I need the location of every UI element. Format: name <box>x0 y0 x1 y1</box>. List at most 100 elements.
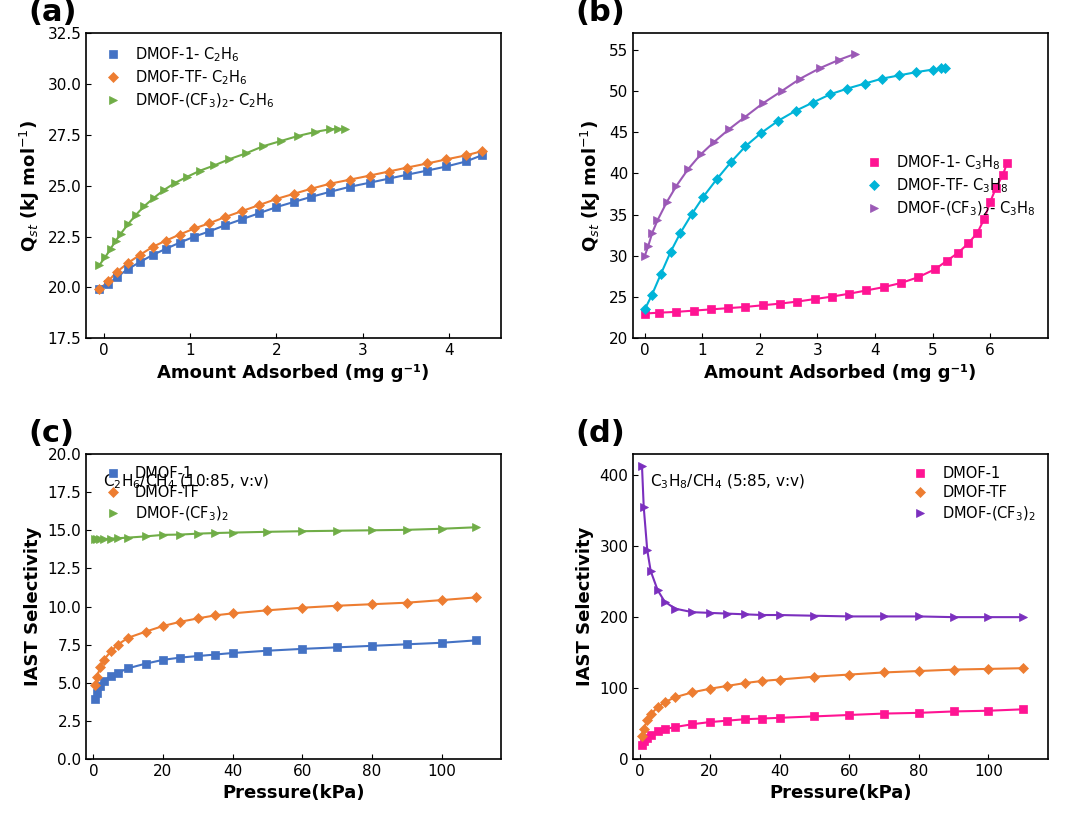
DMOF-(CF$_3$)$_2$- C$_3$H$_8$ <box>670 181 683 191</box>
DMOF-1 <box>470 636 483 646</box>
DMOF-(CF$_3$)$_2$ <box>208 528 221 538</box>
DMOF-TF- C$_2$H$_6$ <box>401 163 414 173</box>
DMOF-TF <box>635 731 648 741</box>
DMOF-(CF$_3$)$_2$- C$_2$H$_6$ <box>193 165 206 175</box>
DMOF-1- C$_3$H$_8$ <box>825 292 838 302</box>
DMOF-1 <box>89 695 102 705</box>
DMOF-(CF$_3$)$_2$- C$_2$H$_6$ <box>309 127 322 137</box>
DMOF-(CF$_3$)$_2$- C$_2$H$_6$ <box>181 172 194 182</box>
DMOF-TF <box>330 600 343 610</box>
DMOF-1- C$_3$H$_8$ <box>996 170 1009 180</box>
DMOF-1 <box>226 648 239 658</box>
X-axis label: Pressure(kPa): Pressure(kPa) <box>222 784 365 802</box>
DMOF-(CF$_3$)$_2$- C$_3$H$_8$ <box>739 112 752 122</box>
DMOF-1- C$_2$H$_6$ <box>102 279 114 289</box>
DMOF-TF- C$_2$H$_6$ <box>93 284 106 294</box>
DMOF-1 <box>651 726 664 736</box>
DMOF-TF <box>658 697 671 707</box>
DMOF-TF <box>122 633 135 643</box>
DMOF-TF- C$_3$H$_8$ <box>939 63 951 73</box>
Line: DMOF-1- C$_2$H$_6$: DMOF-1- C$_2$H$_6$ <box>95 152 486 294</box>
DMOF-TF- C$_2$H$_6$ <box>110 267 123 277</box>
DMOF-(CF$_3$)$_2$- C$_2$H$_6$ <box>168 178 181 188</box>
DMOF-TF- C$_2$H$_6$ <box>202 219 215 229</box>
DMOF-1- C$_3$H$_8$ <box>721 303 734 313</box>
DMOF-TF <box>401 598 414 608</box>
DMOF-(CF$_3$)$_2$ <box>122 533 135 543</box>
DMOF-1 <box>635 740 648 750</box>
DMOF-(CF$_3$)$_2$ <box>365 525 378 535</box>
DMOF-TF- C$_2$H$_6$ <box>102 276 114 286</box>
DMOF-1 <box>808 711 821 721</box>
DMOF-1- C$_2$H$_6$ <box>475 150 488 160</box>
Y-axis label: Q$_{st}$ (kJ mol$^{-1}$): Q$_{st}$ (kJ mol$^{-1}$) <box>579 120 604 252</box>
DMOF-1- C$_3$H$_8$ <box>971 228 984 238</box>
DMOF-1- C$_3$H$_8$ <box>739 302 752 312</box>
DMOF-TF- C$_2$H$_6$ <box>188 224 201 234</box>
DMOF-1- C$_3$H$_8$ <box>860 285 873 295</box>
DMOF-(CF$_3$)$_2$ <box>720 609 733 619</box>
DMOF-TF- C$_3$H$_8$ <box>697 192 710 202</box>
DMOF-1- C$_3$H$_8$ <box>929 264 942 274</box>
DMOF-1 <box>947 706 960 716</box>
DMOF-(CF$_3$)$_2$ <box>640 545 653 555</box>
DMOF-TF <box>669 692 681 702</box>
DMOF-(CF$_3$)$_2$ <box>89 534 102 544</box>
DMOF-TF <box>157 621 170 631</box>
DMOF-TF- C$_3$H$_8$ <box>934 63 947 73</box>
DMOF-1- C$_2$H$_6$ <box>440 162 453 172</box>
DMOF-TF- C$_2$H$_6$ <box>218 213 231 223</box>
X-axis label: Pressure(kPa): Pressure(kPa) <box>769 784 912 802</box>
DMOF-TF- C$_3$H$_8$ <box>711 174 724 184</box>
Y-axis label: IAST Selectivity: IAST Selectivity <box>576 527 594 686</box>
DMOF-TF- C$_3$H$_8$ <box>755 128 768 138</box>
DMOF-(CF$_3$)$_2$ <box>330 525 343 535</box>
DMOF-(CF$_3$)$_2$ <box>947 612 960 622</box>
DMOF-TF- C$_2$H$_6$ <box>343 174 356 184</box>
DMOF-TF- C$_3$H$_8$ <box>664 247 677 257</box>
DMOF-TF- C$_3$H$_8$ <box>926 64 939 74</box>
DMOF-(CF$_3$)$_2$- C$_2$H$_6$ <box>257 141 270 151</box>
Line: DMOF-(CF$_3$)$_2$- C$_2$H$_6$: DMOF-(CF$_3$)$_2$- C$_2$H$_6$ <box>95 125 349 269</box>
DMOF-TF <box>720 681 733 691</box>
DMOF-(CF$_3$)$_2$ <box>435 524 448 534</box>
DMOF-1- C$_3$H$_8$ <box>1001 158 1014 168</box>
DMOF-1 <box>669 722 681 732</box>
DMOF-TF <box>191 613 204 623</box>
DMOF-1 <box>644 730 657 740</box>
DMOF-(CF$_3$)$_2$- C$_2$H$_6$ <box>323 124 336 134</box>
DMOF-(CF$_3$)$_2$- C$_2$H$_6$ <box>130 210 143 220</box>
DMOF-(CF$_3$)$_2$ <box>703 608 716 618</box>
DMOF-(CF$_3$)$_2$ <box>686 607 699 617</box>
DMOF-TF <box>261 605 274 615</box>
DMOF-1- C$_3$H$_8$ <box>977 214 990 224</box>
DMOF-1 <box>261 646 274 656</box>
DMOF-TF <box>686 687 699 697</box>
DMOF-1 <box>105 671 118 681</box>
DMOF-TF <box>296 603 309 613</box>
DMOF-1 <box>435 638 448 648</box>
DMOF-1 <box>686 719 699 729</box>
DMOF-TF <box>703 684 716 694</box>
DMOF-(CF$_3$)$_2$ <box>842 611 855 621</box>
DMOF-TF- C$_2$H$_6$ <box>421 158 434 168</box>
DMOF-1 <box>208 650 221 660</box>
DMOF-TF- C$_2$H$_6$ <box>475 146 488 156</box>
Line: DMOF-TF- C$_3$H$_8$: DMOF-TF- C$_3$H$_8$ <box>640 64 949 314</box>
DMOF-1 <box>720 716 733 726</box>
DMOF-1 <box>174 652 187 662</box>
DMOF-(CF$_3$)$_2$ <box>111 533 124 543</box>
DMOF-(CF$_3$)$_2$- C$_2$H$_6$ <box>339 124 352 134</box>
DMOF-TF- C$_2$H$_6$ <box>270 194 283 204</box>
DMOF-(CF$_3$)$_2$- C$_3$H$_8$ <box>794 73 807 83</box>
Y-axis label: Q$_{st}$ (kJ mol$^{-1}$): Q$_{st}$ (kJ mol$^{-1}$) <box>18 120 42 252</box>
DMOF-1- C$_3$H$_8$ <box>638 309 651 319</box>
DMOF-TF <box>808 671 821 681</box>
DMOF-1 <box>365 641 378 651</box>
DMOF-1 <box>1016 704 1029 714</box>
DMOF-(CF$_3$)$_2$- C$_2$H$_6$ <box>93 260 106 270</box>
DMOF-1 <box>640 732 653 742</box>
Line: DMOF-1: DMOF-1 <box>638 706 1027 749</box>
DMOF-TF- C$_3$H$_8$ <box>910 67 923 77</box>
DMOF-1- C$_3$H$_8$ <box>912 272 924 282</box>
